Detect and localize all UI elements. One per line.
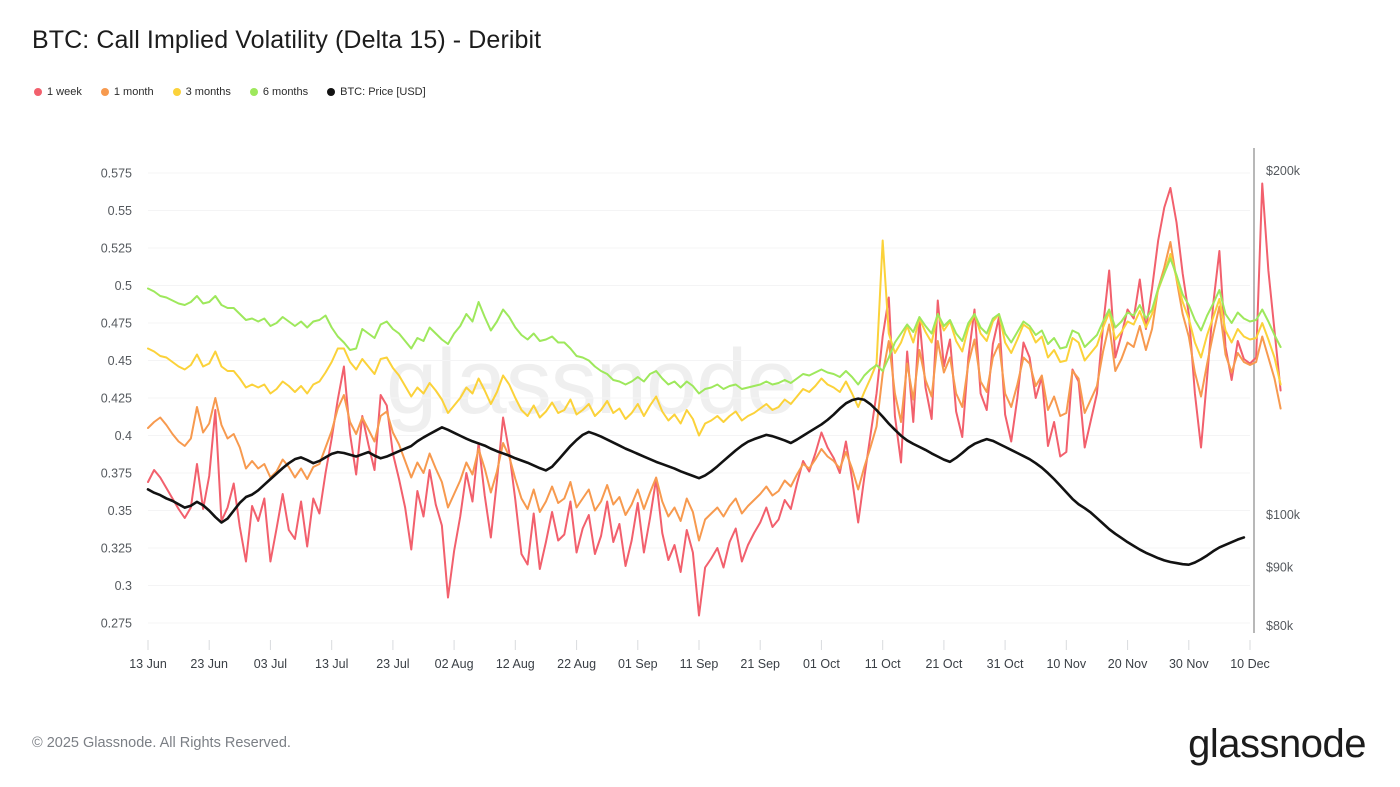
- legend-item-6-months[interactable]: 6 months: [249, 86, 309, 98]
- y-axis-tick-label: 0.45: [108, 354, 132, 368]
- legend-item-1-month[interactable]: 1 month: [100, 86, 154, 98]
- legend-item-label: 6 months: [262, 86, 309, 98]
- page-title: BTC: Call Implied Volatility (Delta 15) …: [32, 26, 542, 54]
- x-axis-tick-label: 02 Aug: [435, 657, 474, 671]
- legend-item-label: 3 months: [185, 86, 231, 98]
- x-axis-tick-label: 10 Nov: [1046, 657, 1086, 671]
- x-axis-tick-label: 22 Aug: [557, 657, 596, 671]
- right-axis-tick-label: $90k: [1266, 560, 1294, 574]
- legend-color-dot: [327, 88, 336, 96]
- series-line-3-months: [147, 239, 1282, 437]
- y-axis-tick-label: 0.325: [101, 542, 132, 556]
- x-axis-tick-label: 01 Sep: [618, 657, 658, 671]
- series-line-1-week: [147, 182, 1282, 617]
- legend-color-dot: [34, 88, 42, 96]
- y-axis-tick-label: 0.55: [108, 204, 132, 218]
- x-axis-tick-label: 13 Jun: [129, 657, 167, 671]
- x-axis-tick-label: 31 Oct: [987, 657, 1024, 671]
- legend-item-1-week[interactable]: 1 week: [34, 86, 82, 98]
- x-axis-tick-label: 11 Oct: [865, 657, 901, 671]
- y-axis-tick-label: 0.575: [101, 167, 132, 181]
- legend-item-label: BTC: Price [USD]: [340, 86, 426, 98]
- x-axis-tick-label: 23 Jun: [190, 657, 228, 671]
- y-axis-tick-label: 0.4: [115, 429, 132, 443]
- x-axis-tick-label: 11 Sep: [680, 657, 719, 671]
- series-line-1-month: [147, 241, 1282, 542]
- right-axis-tick-label: $200k: [1266, 164, 1301, 178]
- legend-color-dot: [249, 88, 258, 96]
- chart-legend: 1 week 1 month 3 months 6 months BTC: Price …: [34, 86, 426, 98]
- y-axis-tick-label: 0.5: [115, 279, 132, 293]
- x-axis-tick-label: 01 Oct: [803, 657, 840, 671]
- right-axis-tick-label: $80k: [1266, 619, 1294, 633]
- glassnode-logo: glassnode: [1188, 722, 1366, 766]
- x-axis-tick-label: 21 Sep: [740, 657, 780, 671]
- y-axis-tick-label: 0.475: [101, 317, 132, 331]
- x-axis-tick-label: 12 Aug: [496, 657, 535, 671]
- legend-item-label: 1 week: [47, 86, 82, 98]
- legend-color-dot: [100, 88, 109, 96]
- y-axis-tick-label: 0.525: [101, 242, 132, 256]
- line-chart-svg: 0.275 0.3 0.325 0.35 0.375 0.4 0.425 0.45 0.475 0…: [101, 148, 1301, 671]
- y-axis-tick-label: 0.375: [101, 467, 132, 481]
- series-line-6-months: [147, 257, 1282, 395]
- x-axis-tick-label: 30 Nov: [1169, 657, 1209, 671]
- right-axis-tick-label: $100k: [1266, 508, 1301, 522]
- x-axis-tick-label: 21 Oct: [925, 657, 962, 671]
- x-axis-tick-label: 10 Dec: [1230, 657, 1270, 671]
- x-axis-tick-label: 20 Nov: [1108, 657, 1148, 671]
- x-axis-tick-label: 23 Jul: [376, 657, 409, 671]
- y-axis-tick-label: 0.275: [101, 617, 132, 631]
- y-axis-tick-label: 0.3: [115, 579, 132, 593]
- legend-item-3-months[interactable]: 3 months: [172, 86, 231, 98]
- y-axis-tick-label: 0.35: [108, 504, 132, 518]
- series-line-btc-price-usd: [146, 397, 1246, 567]
- legend-item-label: 1 month: [113, 86, 154, 98]
- chart-area: glassnode 0.275 0.3 0.325 0.35 0.375 0.4 0.425…: [101, 148, 1301, 671]
- copyright-text: © 2025 Glassnode. All Rights Reserved.: [32, 735, 291, 751]
- x-axis-tick-label: 13 Jul: [315, 657, 348, 671]
- legend-color-dot: [172, 88, 181, 96]
- y-axis-tick-label: 0.425: [101, 392, 132, 406]
- x-axis-tick-label: 03 Jul: [254, 657, 287, 671]
- legend-item-btc-price-usd[interactable]: BTC: Price [USD]: [327, 86, 426, 98]
